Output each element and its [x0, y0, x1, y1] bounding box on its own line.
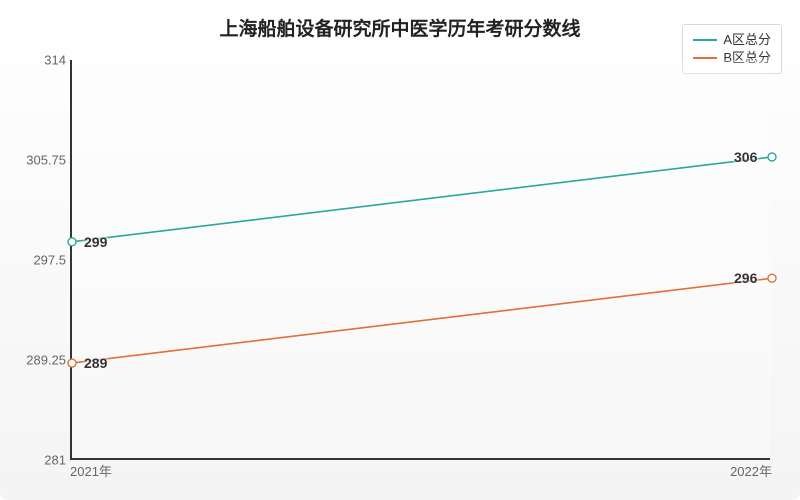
marker [68, 238, 76, 246]
marker [68, 359, 76, 367]
chart-container: 上海船舶设备研究所中医学历年考研分数线 A区总分 B区总分 281289.252… [0, 0, 800, 500]
x-tick-0: 2021年 [70, 461, 112, 480]
y-tick: 314 [12, 53, 66, 68]
marker [768, 153, 776, 161]
y-tick: 305.75 [12, 153, 66, 168]
marker [768, 274, 776, 282]
legend-swatch-a [693, 39, 717, 41]
chart-title: 上海船舶设备研究所中医学历年考研分数线 [0, 14, 800, 41]
chart-lines [72, 60, 770, 458]
y-tick: 297.5 [12, 253, 66, 268]
legend-swatch-b [693, 57, 717, 59]
data-label: 299 [84, 234, 107, 250]
data-label: 306 [734, 149, 757, 165]
series-line [72, 157, 772, 242]
legend-item-a: A区总分 [693, 31, 771, 49]
x-tick-1: 2022年 [730, 461, 772, 480]
legend-label-a: A区总分 [723, 31, 771, 49]
data-label: 289 [84, 355, 107, 371]
y-tick: 281 [12, 453, 66, 468]
series-line [72, 278, 772, 363]
plot-area: 281289.25297.5305.75314 2021年 2022年 2993… [70, 60, 770, 460]
y-tick: 289.25 [12, 353, 66, 368]
data-label: 296 [734, 270, 757, 286]
